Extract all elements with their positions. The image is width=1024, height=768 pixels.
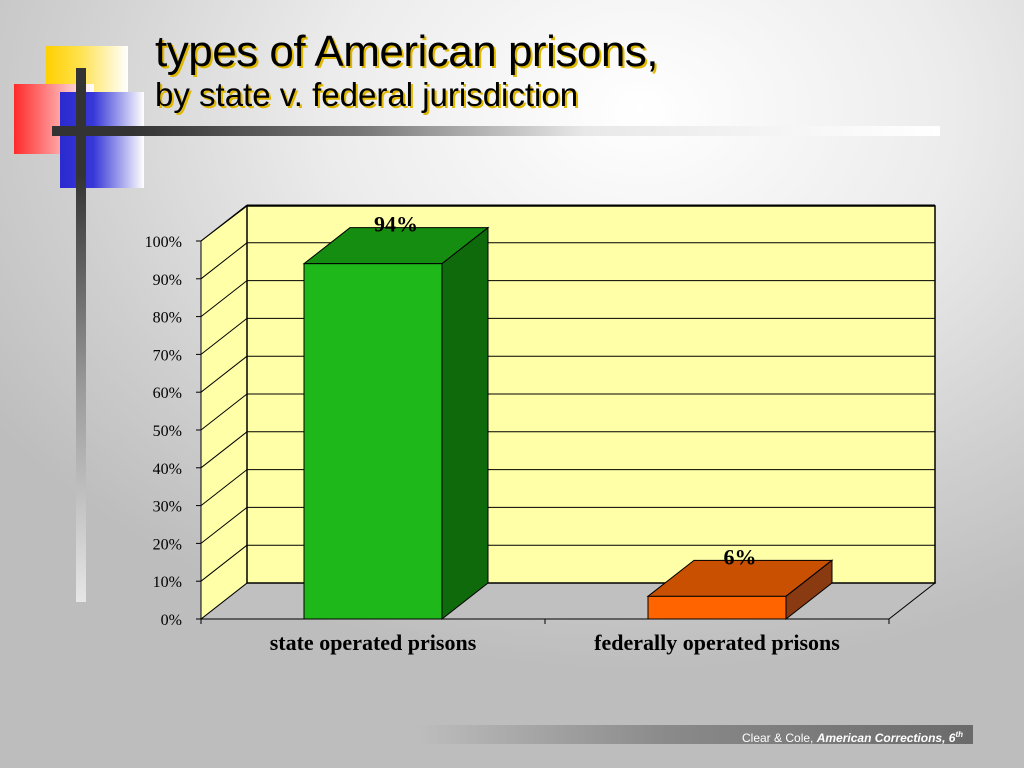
y-tick-label: 30% bbox=[153, 499, 182, 516]
decor-vertical-bar bbox=[76, 68, 86, 602]
y-tick-label: 90% bbox=[153, 272, 182, 289]
footer-book-title: American Corrections, 6 bbox=[816, 731, 956, 745]
gridline-side bbox=[200, 280, 248, 317]
y-tick-label: 50% bbox=[153, 423, 182, 440]
y-tick-label: 70% bbox=[153, 347, 182, 364]
gridline-side bbox=[200, 242, 248, 280]
gridline-side bbox=[200, 318, 248, 355]
footer-authors: Clear & Cole, bbox=[742, 731, 814, 745]
bars bbox=[302, 226, 834, 621]
y-tick-label: 0% bbox=[161, 612, 182, 629]
bar-side-face bbox=[441, 226, 489, 621]
bar-2 bbox=[646, 559, 834, 621]
y-tick-label: 10% bbox=[153, 574, 182, 591]
slide-title: types of American prisons, by state v. f… bbox=[155, 27, 659, 113]
gridline-side bbox=[200, 507, 248, 544]
gridline-side bbox=[200, 469, 248, 506]
data-label: 94% bbox=[374, 212, 418, 237]
gridline-side bbox=[200, 431, 248, 469]
data-labels: 94% 6% bbox=[374, 212, 757, 570]
footer-edition-suffix: th bbox=[955, 730, 963, 739]
gridline-side bbox=[200, 355, 248, 393]
x-tick-label: federally operated prisons bbox=[594, 630, 840, 655]
decor-blue-square bbox=[60, 92, 144, 188]
title-underline bbox=[52, 126, 940, 136]
x-axis-ticks: state operated prisons federally operated… bbox=[200, 619, 890, 655]
bar-front-face bbox=[647, 595, 787, 620]
y-tick-label: 40% bbox=[153, 461, 182, 478]
y-axis-ticks: 0% 10% 20% 30% 40% 50% 60% 70% 80% 90% 100% bbox=[145, 234, 201, 629]
gridline-side bbox=[200, 393, 248, 431]
bar-front-face bbox=[303, 263, 443, 620]
gridline-side bbox=[200, 204, 248, 242]
y-tick-label: 100% bbox=[145, 234, 182, 251]
footer-citation: Clear & Cole, American Corrections, 6th bbox=[418, 725, 973, 745]
y-tick-label: 20% bbox=[153, 536, 182, 553]
x-tick-label: state operated prisons bbox=[270, 630, 477, 655]
data-label: 6% bbox=[724, 544, 757, 569]
slide-title-line1: types of American prisons, bbox=[155, 27, 659, 76]
gridline-side bbox=[200, 544, 248, 582]
bar-1 bbox=[302, 226, 490, 621]
y-tick-label: 80% bbox=[153, 310, 182, 327]
slide-title-line2: by state v. federal jurisdiction bbox=[155, 76, 579, 113]
y-tick-label: 60% bbox=[153, 385, 182, 402]
